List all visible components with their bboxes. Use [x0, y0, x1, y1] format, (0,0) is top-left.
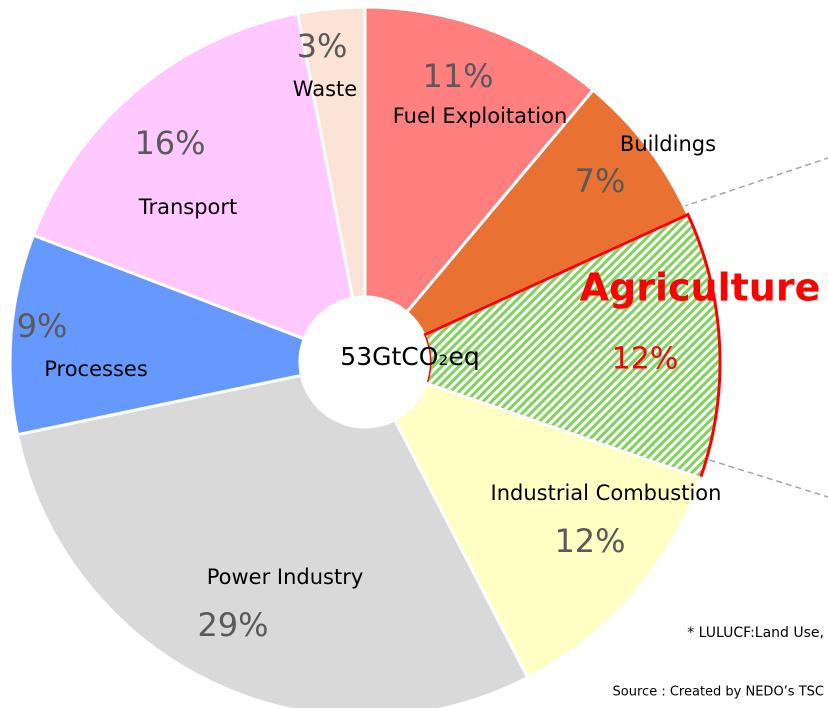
slice-value-label: 29%: [197, 606, 268, 644]
slice-value-label: 12%: [554, 522, 625, 560]
connector: [699, 456, 828, 498]
slice-value-label: 16%: [134, 124, 205, 162]
donut-hole: [300, 297, 430, 427]
slice-value-label: 11%: [422, 57, 493, 95]
slice-name: Power Industry: [207, 565, 364, 589]
slice-value-label: 7%: [575, 162, 626, 200]
slice-value-label: 9%: [17, 307, 68, 345]
slice-value-label: 12%: [612, 342, 679, 377]
center-label: 53GtCO₂eq: [340, 342, 479, 371]
slice-name: Agriculture: [580, 266, 821, 310]
source: Source : Created by NEDO’s TSC: [613, 685, 824, 700]
slice-value-label: 3%: [297, 27, 348, 65]
footnote: * LULUCF:Land Use,: [687, 625, 824, 641]
slice-name: Transport: [138, 195, 238, 219]
connector: [681, 157, 828, 208]
slice-name: Industrial Combustion: [491, 481, 722, 505]
slice-name: Buildings: [620, 132, 716, 156]
slice-name: Processes: [44, 357, 148, 381]
slice-name: Fuel Exploitation: [393, 104, 568, 128]
slice-name: Waste: [293, 77, 357, 101]
